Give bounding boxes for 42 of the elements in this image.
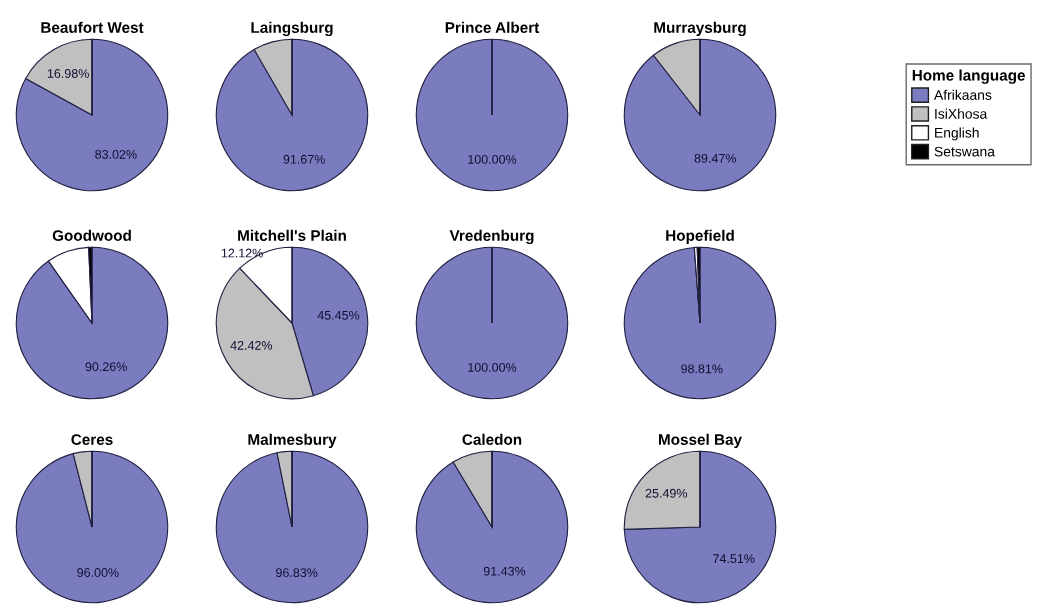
chart-title: Hopefield	[666, 229, 734, 244]
data-label: 45.45%	[317, 310, 360, 320]
chart-title: Murraysburg	[654, 21, 746, 37]
data-label: 96.83%	[276, 568, 318, 578]
legend-label: Afrikaans	[934, 89, 992, 100]
data-label: 96.00%	[77, 568, 119, 577]
pie-slice	[15, 38, 169, 192]
data-label: 74.51%	[713, 554, 755, 564]
data-label: 12.12%	[221, 248, 263, 258]
data-label: 25.49%	[645, 488, 688, 498]
pie-slice	[15, 246, 169, 400]
chart-title: Caledon	[462, 433, 522, 445]
pie-slice	[415, 450, 569, 604]
data-label: 90.26%	[85, 362, 127, 372]
pie-slice	[623, 450, 777, 604]
pie-slice	[15, 450, 169, 604]
legend-title: Home language	[912, 69, 1025, 84]
chart-title: Mitchell's Plain	[238, 229, 346, 241]
data-label: 83.02%	[95, 149, 137, 159]
data-label: 98.81%	[681, 364, 723, 374]
pie-slice	[623, 246, 777, 400]
data-label: 100.00%	[468, 362, 517, 372]
data-label: 89.47%	[694, 153, 736, 163]
pie-slice	[215, 450, 369, 604]
chart-title: Ceres	[71, 434, 113, 445]
chart-title: Mossel Bay	[658, 433, 742, 448]
pie-slice	[623, 38, 777, 192]
data-label: 91.43%	[483, 566, 526, 576]
chart-title: Malmesbury	[248, 433, 337, 448]
data-label: 91.67%	[283, 154, 325, 164]
legend-label: IsiXhosa	[935, 108, 988, 119]
chart-title: Prince Albert	[445, 21, 540, 33]
data-label: 42.42%	[230, 340, 273, 350]
data-label: 100.00%	[468, 154, 517, 164]
legend-label: English	[935, 127, 979, 141]
pie-slice	[215, 38, 369, 192]
legend-label: Setswana	[934, 146, 995, 157]
data-label: 16.98%	[47, 69, 89, 78]
chart-title: Laingsburg	[251, 21, 333, 37]
chart-title: Vredenburg	[449, 229, 534, 245]
chart-title: Goodwood	[52, 229, 131, 241]
chart-title: Beaufort West	[41, 21, 144, 33]
